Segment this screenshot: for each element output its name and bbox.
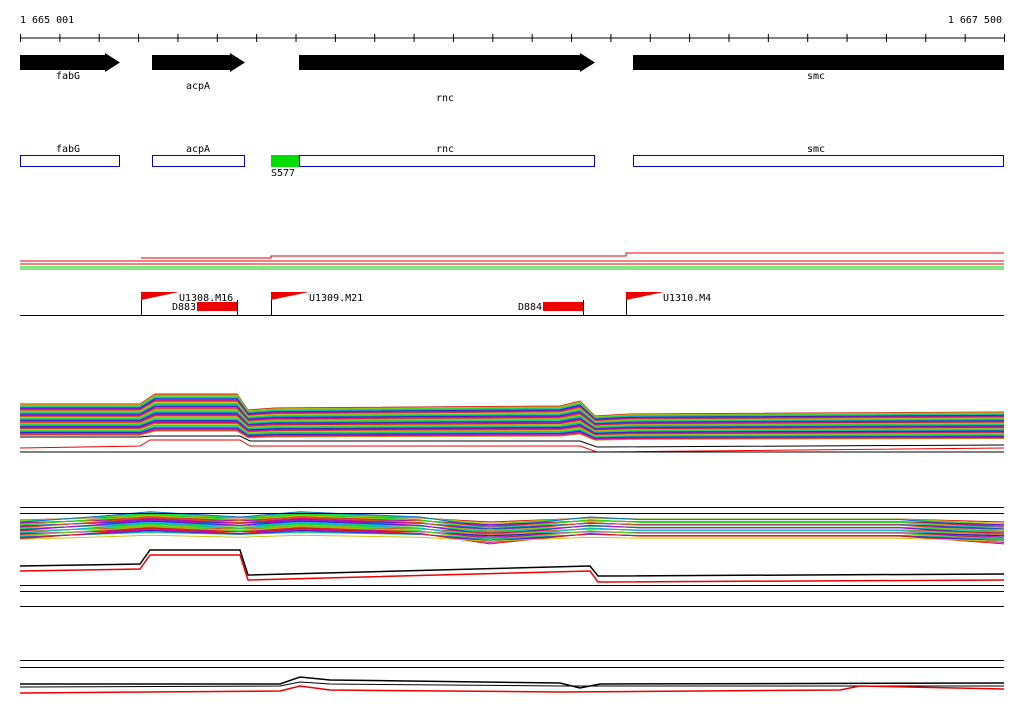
cds-label: acpA bbox=[186, 144, 210, 155]
profile-line bbox=[20, 404, 1005, 424]
gene-arrow bbox=[152, 53, 245, 72]
profile-line bbox=[20, 414, 1005, 431]
expression-profiles bbox=[19, 393, 1005, 694]
promoter-flag bbox=[271, 292, 309, 300]
profile-line bbox=[20, 417, 1005, 433]
ruler-start: 1 665 001 bbox=[20, 15, 74, 26]
profile-line bbox=[20, 395, 1005, 418]
promoter-flag bbox=[141, 292, 179, 300]
gene-label: acpA bbox=[186, 81, 210, 92]
profile-line bbox=[20, 424, 1005, 437]
profile-line bbox=[20, 429, 1005, 441]
profile-line bbox=[19, 534, 1005, 542]
promoter: U1309.M21 bbox=[271, 292, 363, 315]
profile-line bbox=[20, 415, 1005, 431]
gene-arrow bbox=[299, 53, 595, 72]
terminator: D883 bbox=[172, 300, 238, 315]
promoter: U1310.M4 bbox=[626, 292, 711, 315]
profile-line bbox=[20, 396, 1005, 419]
ruler-end: 1 667 500 bbox=[948, 15, 1002, 26]
profile-line bbox=[19, 511, 1005, 528]
gene-arrow bbox=[633, 55, 1004, 70]
profile-line bbox=[20, 427, 1005, 439]
profile-line bbox=[20, 419, 1005, 434]
terminator-box bbox=[543, 302, 583, 311]
gene-arrow bbox=[20, 53, 120, 72]
profile-line bbox=[19, 681, 1004, 688]
ruler-ticks bbox=[20, 34, 1005, 42]
profile-line bbox=[20, 400, 1005, 421]
profile-line bbox=[20, 402, 1005, 423]
profile-line bbox=[19, 514, 1005, 531]
profile-line bbox=[20, 421, 1005, 435]
cds-box bbox=[20, 155, 120, 167]
profile-line bbox=[20, 403, 1005, 424]
profile-line bbox=[19, 519, 1005, 537]
profile-line bbox=[20, 399, 1005, 421]
profile-line bbox=[20, 393, 1005, 417]
promoter-label: U1308.M16 bbox=[179, 293, 233, 304]
profile-line bbox=[20, 405, 1005, 425]
profile-line bbox=[20, 407, 1005, 426]
terminator-label: D884 bbox=[518, 302, 542, 313]
profile-line bbox=[20, 676, 1005, 689]
profile-line bbox=[19, 549, 1005, 577]
cds-box bbox=[152, 155, 245, 167]
profile-line bbox=[20, 425, 1005, 438]
profile-line bbox=[20, 409, 1005, 428]
terminator: D884 bbox=[518, 300, 584, 315]
gene-label: smc bbox=[807, 71, 825, 82]
profile-line bbox=[20, 426, 1005, 439]
profile-line bbox=[19, 685, 1005, 694]
profile-line bbox=[20, 430, 1005, 441]
profile-line bbox=[20, 403, 1005, 423]
gene-label: fabG bbox=[56, 71, 80, 82]
cds-label: fabG bbox=[56, 144, 80, 155]
site-box bbox=[271, 155, 299, 167]
profile-line bbox=[20, 428, 1005, 440]
promoter-label: U1309.M21 bbox=[309, 293, 363, 304]
cds-box bbox=[633, 155, 1004, 167]
profile-line bbox=[19, 439, 1005, 453]
separators bbox=[20, 507, 1004, 668]
gene-label: rnc bbox=[436, 93, 454, 104]
profile-line bbox=[20, 408, 1005, 427]
profile-line bbox=[20, 398, 1005, 420]
profile-line bbox=[20, 418, 1005, 433]
profile-line bbox=[20, 411, 1005, 429]
profile-line bbox=[19, 527, 1005, 545]
profile-line bbox=[19, 554, 1005, 583]
profile-line bbox=[20, 397, 1005, 419]
profile-line bbox=[19, 516, 1005, 534]
profile-line bbox=[20, 394, 1005, 418]
profile-line bbox=[20, 416, 1005, 432]
promoter-label: U1310.M4 bbox=[663, 293, 711, 304]
cds-label: smc bbox=[807, 144, 825, 155]
cds-label: rnc bbox=[436, 144, 454, 155]
profile-line bbox=[20, 422, 1005, 436]
terminator-box bbox=[197, 302, 237, 311]
profile-line bbox=[20, 410, 1005, 428]
promoter-flag bbox=[626, 292, 664, 300]
profile-line bbox=[20, 435, 1005, 448]
profile-line bbox=[20, 401, 1005, 422]
profile-line bbox=[20, 422, 1005, 436]
profile-line bbox=[20, 412, 1005, 429]
coverage-lines bbox=[20, 252, 1004, 270]
site-label: S577 bbox=[271, 168, 295, 179]
coverage-line bbox=[141, 252, 1004, 259]
terminator-label: D883 bbox=[172, 302, 196, 313]
profile-line bbox=[19, 522, 1005, 539]
profile-line bbox=[19, 525, 1005, 542]
profile-line bbox=[20, 406, 1005, 426]
profile-line bbox=[20, 413, 1005, 430]
promoter: U1308.M16 bbox=[141, 292, 233, 315]
profile-line bbox=[20, 420, 1005, 434]
cds-box bbox=[299, 155, 595, 167]
profile-line bbox=[20, 423, 1005, 437]
